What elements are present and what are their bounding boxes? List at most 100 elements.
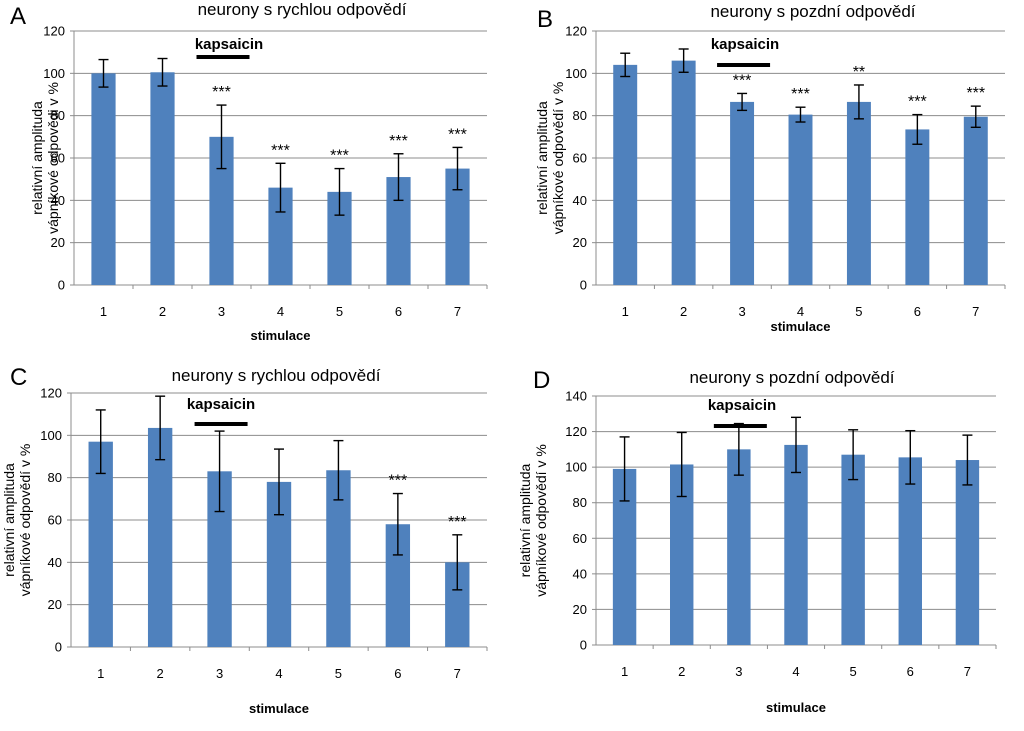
x-tick-label: 7 bbox=[454, 666, 461, 681]
x-tick-label: 5 bbox=[850, 664, 857, 679]
y-tick-label: 80 bbox=[51, 108, 65, 123]
x-tick-label: 4 bbox=[797, 304, 804, 319]
significance-label: *** bbox=[389, 473, 408, 490]
y-axis-title-line: vápníkové odpovědi v % bbox=[45, 82, 61, 234]
x-axis-title: stimulace bbox=[771, 319, 831, 334]
bar bbox=[88, 441, 113, 647]
bar bbox=[150, 72, 175, 286]
bar bbox=[784, 444, 808, 645]
y-tick-label: 60 bbox=[48, 513, 62, 528]
x-tick-label: 1 bbox=[622, 304, 629, 319]
chart-title: neurony s pozdní odpovědí bbox=[689, 368, 894, 387]
bar bbox=[670, 464, 694, 645]
y-axis-title-line: relativní amplituda bbox=[29, 101, 45, 215]
y-tick-label: 120 bbox=[40, 386, 62, 401]
y-tick-label: 80 bbox=[48, 470, 62, 485]
panel-letter: D bbox=[533, 367, 550, 394]
significance-label: *** bbox=[966, 85, 985, 102]
x-tick-label: 6 bbox=[395, 304, 402, 319]
significance-label: *** bbox=[908, 94, 927, 111]
y-tick-label: 20 bbox=[48, 597, 62, 612]
bar bbox=[788, 114, 813, 285]
y-tick-label: 0 bbox=[580, 638, 587, 653]
kapsaicin-label: kapsaicin bbox=[711, 36, 779, 53]
x-tick-label: 3 bbox=[735, 664, 742, 679]
x-tick-label: 7 bbox=[964, 664, 971, 679]
chart-title: neurony s rychlou odpovědí bbox=[198, 0, 407, 19]
y-tick-label: 60 bbox=[51, 151, 65, 166]
x-tick-label: 4 bbox=[277, 304, 284, 319]
significance-label: *** bbox=[791, 86, 810, 103]
bar bbox=[898, 457, 922, 645]
x-axis-title: stimulace bbox=[766, 700, 826, 715]
x-axis-title: stimulace bbox=[249, 701, 309, 716]
bar bbox=[905, 129, 930, 285]
y-axis-title-line: vápníkové odpovědí v % bbox=[533, 444, 549, 597]
y-tick-label: 80 bbox=[573, 495, 587, 510]
significance-label: ** bbox=[853, 64, 865, 81]
kapsaicin-label: kapsaicin bbox=[187, 396, 255, 413]
bar bbox=[613, 64, 638, 285]
x-tick-label: 5 bbox=[336, 304, 343, 319]
y-tick-label: 40 bbox=[51, 193, 65, 208]
chart-title: neurony s rychlou odpovědí bbox=[172, 366, 381, 385]
y-tick-label: 100 bbox=[565, 66, 587, 81]
x-tick-label: 6 bbox=[907, 664, 914, 679]
y-tick-label: 100 bbox=[565, 460, 587, 475]
x-tick-label: 4 bbox=[275, 666, 282, 681]
chart-title: neurony s pozdní odpovědí bbox=[710, 2, 915, 21]
y-tick-label: 100 bbox=[40, 428, 62, 443]
bar bbox=[955, 460, 980, 645]
bar bbox=[671, 60, 696, 286]
significance-label: *** bbox=[448, 126, 467, 143]
significance-label: *** bbox=[389, 133, 408, 150]
y-tick-label: 40 bbox=[573, 566, 587, 581]
bar bbox=[147, 427, 173, 647]
x-tick-label: 3 bbox=[218, 304, 225, 319]
y-axis-title-line: vápníkové odpovědí v % bbox=[550, 82, 566, 235]
y-tick-label: 120 bbox=[565, 424, 587, 439]
y-axis-title: relativní amplitudavápníkové odpovědí v … bbox=[1, 444, 33, 597]
y-tick-label: 60 bbox=[573, 531, 587, 546]
y-tick-label: 20 bbox=[573, 235, 587, 250]
panel-letter: C bbox=[10, 364, 27, 391]
y-axis-title: relativní amplitudavápníkové odpovědi v … bbox=[29, 82, 61, 234]
x-tick-label: 6 bbox=[394, 666, 401, 681]
x-tick-label: 1 bbox=[621, 664, 628, 679]
significance-label: *** bbox=[733, 72, 752, 89]
significance-label: *** bbox=[448, 514, 467, 531]
bar bbox=[730, 101, 755, 286]
y-tick-label: 40 bbox=[48, 555, 62, 570]
y-axis-title: relativní amplitudavápníkové odpovědí v … bbox=[517, 444, 549, 597]
x-tick-label: 4 bbox=[792, 664, 799, 679]
y-tick-label: 140 bbox=[565, 389, 587, 404]
kapsaicin-label: kapsaicin bbox=[195, 36, 263, 53]
bar bbox=[963, 116, 988, 285]
y-tick-label: 60 bbox=[573, 151, 587, 166]
y-tick-label: 0 bbox=[55, 640, 62, 655]
kapsaicin-label: kapsaicin bbox=[708, 397, 776, 414]
y-axis-title: relativní amplitudavápníkové odpovědí v … bbox=[534, 82, 566, 235]
y-tick-label: 40 bbox=[573, 193, 587, 208]
significance-label: *** bbox=[212, 84, 231, 101]
x-tick-label: 2 bbox=[159, 304, 166, 319]
y-tick-label: 20 bbox=[51, 235, 65, 250]
x-tick-label: 1 bbox=[97, 666, 104, 681]
bar bbox=[846, 101, 871, 286]
y-tick-label: 120 bbox=[43, 24, 65, 39]
bar bbox=[841, 454, 865, 645]
y-tick-label: 80 bbox=[573, 108, 587, 123]
x-tick-label: 2 bbox=[157, 666, 164, 681]
x-axis-title: stimulace bbox=[251, 328, 311, 343]
panel-letter: B bbox=[537, 6, 553, 33]
significance-label: *** bbox=[271, 142, 290, 159]
x-tick-label: 5 bbox=[855, 304, 862, 319]
x-tick-label: 3 bbox=[738, 304, 745, 319]
x-tick-label: 3 bbox=[216, 666, 223, 681]
x-tick-label: 2 bbox=[678, 664, 685, 679]
